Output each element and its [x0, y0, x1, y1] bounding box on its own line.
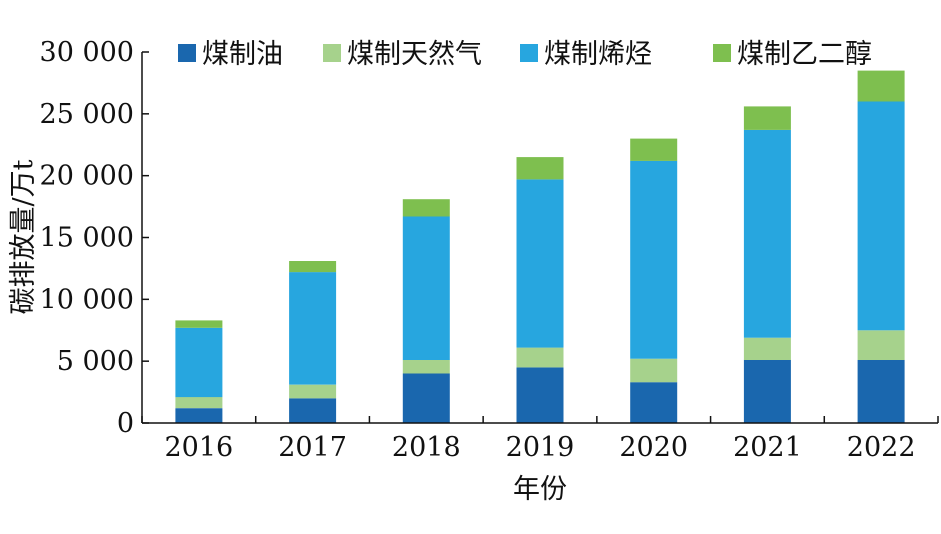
y-axis-title: 碳排放量/万t: [8, 159, 39, 314]
bar-2018-series-2: [402, 216, 450, 360]
legend-label-0: 煤制油: [202, 39, 283, 70]
y-tick-label-15000: 15 000: [40, 223, 134, 254]
bar-2016-series-2: [175, 327, 223, 398]
x-tick-label-2021: 2021: [733, 432, 802, 463]
bar-2018-series-3: [402, 199, 450, 217]
legend-swatch-3: [713, 44, 731, 62]
bar-2019-series-0: [516, 367, 564, 423]
bar-2019-series-3: [516, 157, 564, 180]
bar-2020-series-1: [630, 358, 678, 383]
legend-swatch-0: [178, 44, 196, 62]
x-tick-label-2022: 2022: [847, 432, 916, 463]
bar-2017-series-1: [289, 384, 337, 399]
legend-swatch-2: [520, 44, 538, 62]
x-tick-label-2019: 2019: [506, 432, 575, 463]
x-tick-label-2016: 2016: [164, 432, 233, 463]
bar-2020-series-3: [630, 138, 678, 161]
bar-2021-series-0: [743, 359, 791, 423]
bar-2021-series-3: [743, 106, 791, 130]
bar-2016-series-1: [175, 397, 223, 409]
legend-swatch-1: [323, 44, 341, 62]
legend-label-2: 煤制烯烃: [544, 39, 652, 70]
bar-2022-series-3: [857, 70, 905, 102]
bar-2017-series-3: [289, 261, 337, 273]
bar-2022-series-2: [857, 101, 905, 331]
x-tick-label-2018: 2018: [392, 432, 461, 463]
legend: 煤制油 煤制天然气 煤制烯烃 煤制乙二醇: [178, 39, 872, 70]
axes-layer: 0 5 000 10 000 15 000 20 000 25 000 30 000 2016…: [40, 37, 939, 463]
x-tick-label-2020: 2020: [619, 432, 688, 463]
bar-2020-series-2: [630, 160, 678, 359]
bar-2020-series-0: [630, 382, 678, 423]
legend-label-1: 煤制天然气: [347, 39, 482, 70]
y-tick-label-10000: 10 000: [40, 284, 134, 315]
x-tick-label-2017: 2017: [278, 432, 347, 463]
bar-2016-series-0: [175, 408, 223, 423]
y-tick-label-20000: 20 000: [40, 161, 134, 192]
legend-label-3: 煤制乙二醇: [737, 39, 872, 70]
bar-2018-series-1: [402, 359, 450, 374]
bar-2021-series-2: [743, 129, 791, 338]
y-tick-label-0: 0: [117, 408, 134, 439]
bar-2017-series-2: [289, 272, 337, 385]
bar-2017-series-0: [289, 398, 337, 423]
bar-2016-series-3: [175, 320, 223, 328]
y-tick-label-5000: 5 000: [57, 346, 134, 377]
bar-2022-series-0: [857, 359, 905, 423]
y-tick-label-25000: 25 000: [40, 99, 134, 130]
bar-2019-series-2: [516, 179, 564, 348]
x-axis-title: 年份: [513, 474, 567, 505]
bars-layer: [175, 70, 905, 423]
bar-2019-series-1: [516, 347, 564, 368]
y-tick-label-30000: 30 000: [40, 37, 134, 68]
bar-2022-series-1: [857, 330, 905, 360]
bar-2018-series-0: [402, 373, 450, 423]
bar-2021-series-1: [743, 337, 791, 360]
